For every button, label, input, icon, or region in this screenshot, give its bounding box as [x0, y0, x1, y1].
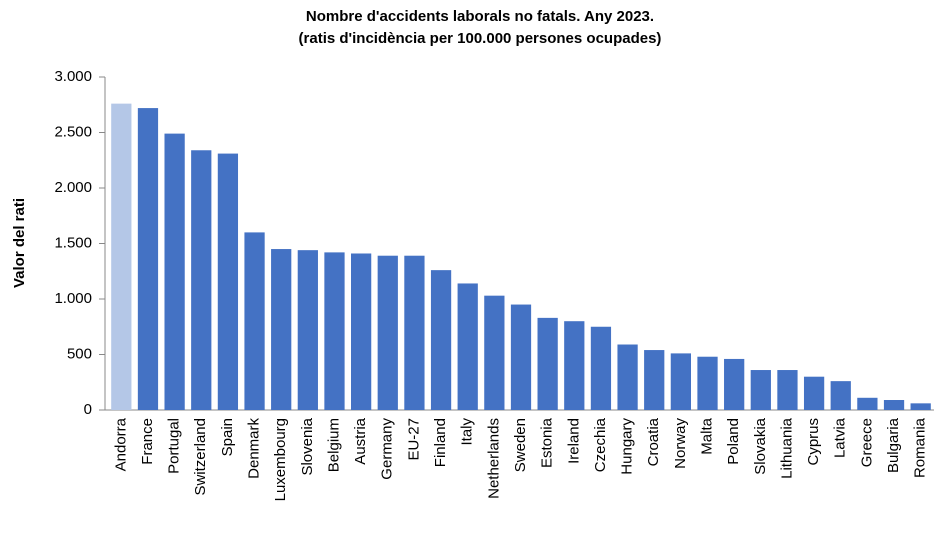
bar — [803, 376, 825, 410]
bar — [457, 283, 478, 410]
bar — [404, 255, 425, 410]
x-tick-label: Cyprus — [805, 418, 822, 466]
x-tick-label: Andorra — [112, 417, 129, 471]
x-tick-label: Ireland — [565, 418, 582, 464]
x-tick-label: Hungary — [619, 418, 636, 475]
y-tick-label: 2.500 — [54, 123, 92, 140]
bar — [217, 153, 239, 410]
bar — [564, 321, 585, 410]
x-tick-label: Switzerland — [192, 418, 209, 496]
bar — [351, 253, 372, 410]
bar — [484, 295, 505, 410]
bar — [137, 108, 159, 410]
bar — [430, 270, 452, 410]
bar — [191, 150, 212, 410]
bar — [324, 252, 345, 410]
x-tick-label: EU-27 — [405, 418, 422, 461]
y-tick-label: 3.000 — [54, 68, 92, 85]
x-tick-label: Portugal — [166, 418, 183, 474]
bar — [297, 250, 318, 410]
y-tick-label: 1.000 — [54, 290, 92, 307]
bar — [670, 353, 691, 410]
x-tick-label: France — [139, 418, 156, 465]
x-tick-label: Spain — [219, 418, 236, 456]
bar — [590, 326, 612, 410]
x-tick-label: Netherlands — [485, 418, 502, 499]
bar — [724, 358, 745, 410]
bar — [697, 356, 718, 410]
x-tick-label: Malta — [698, 417, 715, 454]
bar — [271, 249, 292, 410]
chart-subtitle: (ratis d'incidència per 100.000 persones… — [299, 30, 662, 47]
bar — [617, 344, 638, 410]
y-tick-label: 0 — [84, 401, 92, 418]
bar — [777, 370, 798, 410]
x-tick-label: Romania — [912, 417, 929, 478]
x-tick-label: Croatia — [645, 417, 662, 466]
bar — [377, 255, 398, 410]
x-tick-label: Estonia — [539, 417, 556, 468]
x-tick-label: Sweden — [512, 418, 529, 472]
bar — [830, 381, 851, 410]
x-tick-label: Norway — [672, 418, 689, 469]
y-tick-label: 2.000 — [54, 179, 92, 196]
x-tick-label: Italy — [459, 418, 476, 446]
x-tick-label: Lithuania — [778, 417, 795, 479]
x-tick-label: Bulgaria — [885, 417, 902, 473]
x-tick-label: Luxembourg — [272, 418, 289, 501]
bar — [910, 403, 931, 410]
x-tick-label: Czechia — [592, 417, 609, 472]
x-tick-label: Slovenia — [299, 417, 316, 475]
y-tick-label: 1.500 — [54, 234, 92, 251]
bar — [537, 317, 558, 410]
bar — [510, 304, 532, 410]
bar — [883, 400, 905, 410]
x-tick-label: Denmark — [246, 418, 263, 479]
bar — [857, 397, 878, 410]
x-tick-label: Poland — [725, 418, 742, 465]
x-tick-label: Austria — [352, 417, 369, 464]
x-tick-label: Greece — [858, 418, 875, 467]
bar — [111, 103, 132, 410]
chart-title: Nombre d'accidents laborals no fatals. A… — [306, 8, 654, 25]
x-tick-label: Germany — [379, 418, 396, 480]
x-tick-label: Belgium — [325, 418, 342, 472]
bar — [244, 232, 265, 410]
x-tick-label: Slovakia — [752, 417, 769, 474]
bar — [164, 133, 185, 411]
x-tick-label: Finland — [432, 418, 449, 467]
bar — [750, 370, 771, 410]
y-axis-label: Valor del rati — [11, 198, 28, 288]
x-tick-label: Latvia — [832, 417, 849, 458]
bar — [644, 350, 665, 410]
y-tick-label: 500 — [67, 345, 92, 362]
